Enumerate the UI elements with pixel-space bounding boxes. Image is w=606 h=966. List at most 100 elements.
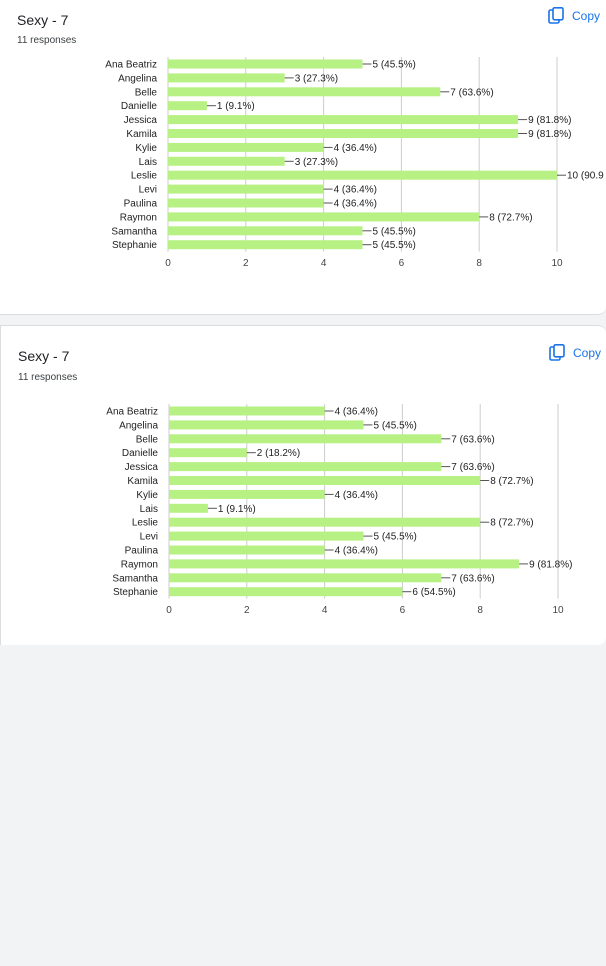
category-label: Jessica xyxy=(125,462,159,473)
x-tick-label: 2 xyxy=(243,258,249,269)
value-label: 1 (9.1%) xyxy=(218,504,256,515)
value-label: 8 (72.7%) xyxy=(489,212,532,223)
category-label: Lais xyxy=(139,157,157,168)
category-label: Levi xyxy=(140,532,158,543)
bar xyxy=(169,531,364,541)
bar xyxy=(168,184,324,194)
category-label: Angelina xyxy=(118,73,157,84)
value-label: 2 (18.2%) xyxy=(257,448,300,459)
response-count: 11 responses xyxy=(17,35,77,46)
value-label: 4 (36.4%) xyxy=(334,185,377,196)
response-count: 11 responses xyxy=(18,372,78,383)
value-label: 9 (81.8%) xyxy=(529,559,572,570)
copy-button-label: Copy xyxy=(572,9,601,23)
x-tick-label: 4 xyxy=(321,258,327,269)
category-label: Kamila xyxy=(127,476,158,487)
x-tick-label: 0 xyxy=(165,258,171,269)
category-label: Ana Beatriz xyxy=(106,407,158,418)
x-tick-label: 10 xyxy=(552,605,564,616)
bar xyxy=(168,156,285,166)
bar xyxy=(168,170,557,180)
chart-card-2: Sexy - 7 11 responses Copy 0 2 4 6 8 10 Ana Be… xyxy=(0,325,606,645)
x-tick-label: 10 xyxy=(551,258,563,269)
bar xyxy=(168,198,324,208)
category-label: Lais xyxy=(140,504,158,515)
copy-chart-button[interactable]: Copy xyxy=(548,6,600,26)
category-label: Samantha xyxy=(112,573,158,584)
category-label: Ana Beatriz xyxy=(105,60,157,71)
bar xyxy=(169,476,481,485)
bar xyxy=(168,212,480,222)
bar xyxy=(169,489,325,499)
value-label: 4 (36.4%) xyxy=(335,546,378,557)
value-label: 6 (54.5%) xyxy=(412,587,455,598)
x-tick-label: 4 xyxy=(322,605,328,616)
bar xyxy=(168,73,285,83)
bar xyxy=(169,573,442,583)
bar xyxy=(168,115,519,125)
bar xyxy=(169,517,481,527)
copy-icon xyxy=(549,344,565,361)
value-label: 7 (63.6%) xyxy=(451,462,494,473)
bar xyxy=(169,503,208,513)
value-label: 4 (36.4%) xyxy=(334,199,377,210)
value-label: 8 (72.7%) xyxy=(490,476,533,487)
value-label: 5 (45.5%) xyxy=(373,60,416,71)
category-label: Jessica xyxy=(124,115,158,126)
bar xyxy=(169,406,325,416)
bar xyxy=(168,226,363,236)
question-title: Sexy - 7 xyxy=(18,348,70,364)
question-title: Sexy - 7 xyxy=(17,12,69,28)
category-label: Paulina xyxy=(125,546,159,557)
bar xyxy=(169,587,403,597)
value-label: 10 (90.9 xyxy=(567,171,604,182)
category-label: Danielle xyxy=(122,448,159,459)
x-tick-label: 0 xyxy=(166,605,172,616)
bar xyxy=(169,462,442,472)
chart-card-1: Sexy - 7 11 responses Copy 0 2 4 6 8 10 Ana Be… xyxy=(0,0,606,315)
copy-button-label: Copy xyxy=(573,346,602,360)
bar-chart: 0 2 4 6 8 10 Ana Beatriz 5 (45.5%) Angelina 3 (27… xyxy=(105,57,604,269)
bar xyxy=(168,101,207,111)
value-label: 1 (9.1%) xyxy=(217,101,255,112)
category-label: Kylie xyxy=(135,143,157,154)
value-label: 5 (45.5%) xyxy=(374,420,417,431)
category-label: Kamila xyxy=(126,129,157,140)
category-label: Paulina xyxy=(124,199,158,210)
bar xyxy=(169,434,442,444)
bar xyxy=(169,545,325,555)
copy-chart-button[interactable]: Copy xyxy=(549,343,601,363)
category-label: Leslie xyxy=(132,518,159,529)
value-label: 9 (81.8%) xyxy=(528,129,571,140)
value-label: 7 (63.6%) xyxy=(451,434,494,445)
category-label: Raymon xyxy=(121,559,158,570)
category-label: Danielle xyxy=(121,101,158,112)
category-label: Stephanie xyxy=(113,587,158,598)
value-label: 4 (36.4%) xyxy=(334,143,377,154)
value-label: 7 (63.6%) xyxy=(451,573,494,584)
bar xyxy=(168,87,441,97)
category-label: Kylie xyxy=(136,490,158,501)
bar xyxy=(169,420,364,430)
category-label: Samantha xyxy=(111,226,157,237)
bar xyxy=(168,142,324,152)
category-label: Belle xyxy=(135,87,158,98)
x-tick-label: 8 xyxy=(476,258,482,269)
value-label: 5 (45.5%) xyxy=(373,240,416,251)
x-tick-label: 8 xyxy=(477,605,483,616)
value-label: 4 (36.4%) xyxy=(335,407,378,418)
category-label: Angelina xyxy=(119,420,158,431)
bar xyxy=(168,59,363,69)
value-label: 5 (45.5%) xyxy=(373,226,416,237)
x-tick-label: 6 xyxy=(399,258,405,269)
bar xyxy=(169,448,247,458)
category-label: Levi xyxy=(139,185,157,196)
value-label: 9 (81.8%) xyxy=(528,115,571,126)
bar xyxy=(168,129,519,138)
bar xyxy=(169,559,520,569)
value-label: 3 (27.3%) xyxy=(295,73,338,84)
category-label: Leslie xyxy=(131,171,158,182)
value-label: 7 (63.6%) xyxy=(450,87,493,98)
x-tick-label: 2 xyxy=(244,605,250,616)
copy-icon xyxy=(548,7,564,24)
